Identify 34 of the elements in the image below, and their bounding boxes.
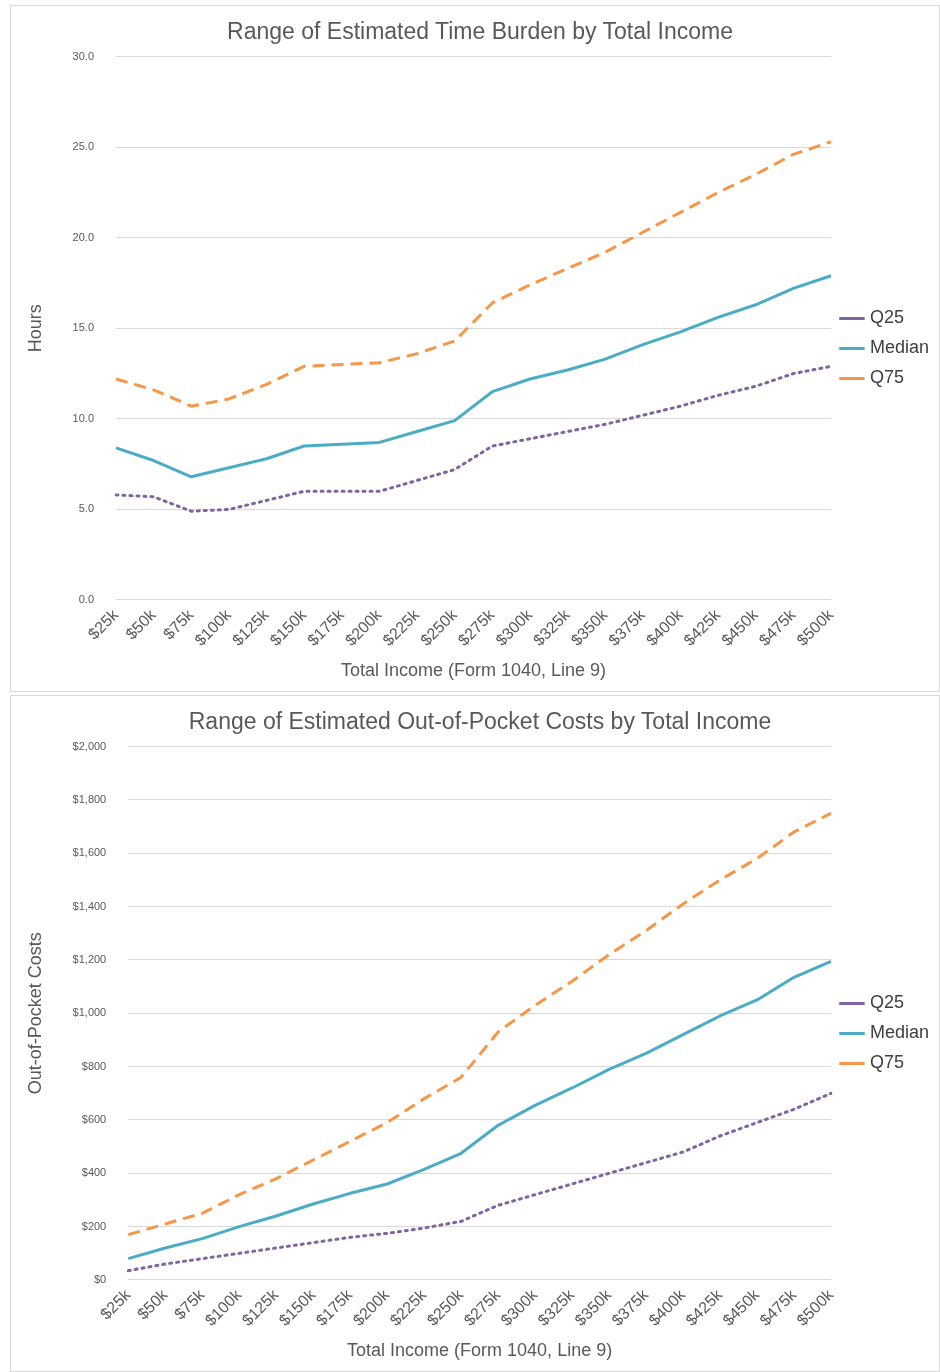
legend-label: Q75	[869, 367, 904, 388]
y-tick-label: 10.0	[72, 411, 95, 424]
chart-title: Range of Estimated Out-of-Pocket Costs by Total Income	[188, 708, 772, 735]
line-series	[114, 364, 833, 513]
y-tick-label: $2,000	[72, 739, 107, 752]
y-tick-label: 5.0	[78, 502, 95, 515]
legend-label: Q25	[869, 992, 904, 1013]
y-tick-label: $1,000	[72, 1006, 107, 1019]
y-tick-label: 30.0	[72, 49, 95, 62]
y-tick-label: 0.0	[78, 593, 95, 606]
y-tick-label: $1,800	[72, 792, 107, 805]
line-series	[126, 1091, 833, 1273]
y-tick-label: 25.0	[72, 140, 95, 153]
y-tick-label: $1,200	[72, 952, 107, 965]
y-tick-label: $1,400	[72, 899, 107, 912]
x-axis-title: Total Income (Form 1040, Line 9)	[347, 1340, 613, 1361]
y-tick-label: $1,600	[72, 846, 107, 859]
chart-title: Range of Estimated Time Burden by Total Income	[227, 18, 733, 45]
y-tick-label: 20.0	[72, 230, 95, 243]
legend-label: Median	[869, 337, 930, 358]
y-tick-label: $200	[81, 1219, 107, 1232]
y-axis-title: Out-of-Pocket Costs	[24, 932, 45, 1095]
legend-label: Median	[869, 1022, 930, 1043]
line-series	[126, 811, 833, 1237]
line-series	[114, 140, 833, 408]
y-tick-label: $0	[93, 1273, 107, 1286]
y-tick-label: 15.0	[72, 321, 95, 334]
x-axis-title: Total Income (Form 1040, Line 9)	[340, 660, 607, 681]
legend-label: Q25	[869, 307, 904, 328]
y-axis-title: Hours	[24, 304, 45, 353]
y-tick-label: $800	[81, 1059, 107, 1072]
y-tick-label: $600	[81, 1113, 107, 1126]
y-tick-label: $400	[81, 1166, 107, 1179]
legend-label: Q75	[869, 1052, 904, 1073]
